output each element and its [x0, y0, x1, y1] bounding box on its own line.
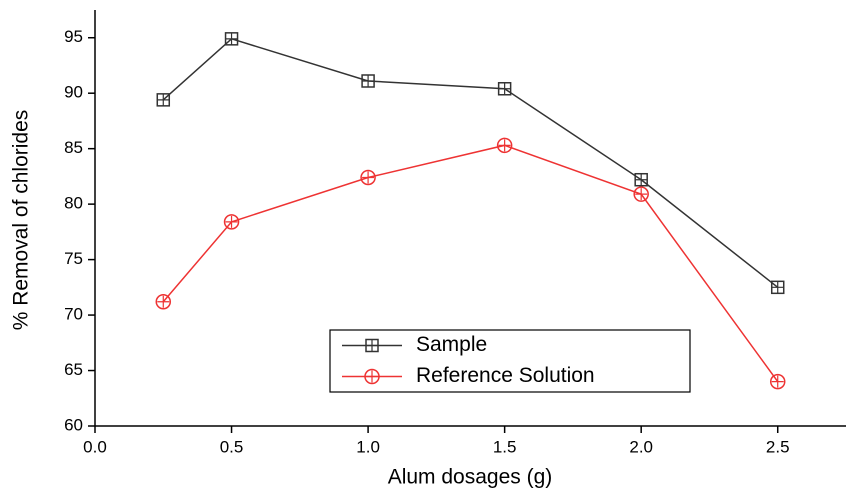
marker-cross [157, 93, 170, 106]
marker-cross [498, 82, 511, 95]
marker [360, 169, 376, 186]
marker [497, 82, 512, 96]
y-tick-label: 70 [64, 305, 83, 324]
marker-cross [635, 173, 648, 186]
marker-cross [157, 295, 170, 308]
y-tick-label: 80 [64, 194, 83, 213]
x-tick-label: 2.0 [629, 437, 653, 456]
marker [633, 186, 649, 202]
legend-label: Sample [416, 333, 487, 356]
x-tick-label: 1.0 [356, 437, 380, 456]
series-line [162, 38, 779, 288]
marker-cross [225, 32, 238, 45]
y-tick-label: 65 [64, 360, 83, 379]
marker-cross [771, 281, 784, 294]
marker-cross [498, 139, 511, 152]
marker [634, 172, 648, 187]
marker-cross [362, 171, 375, 184]
marker [156, 93, 171, 107]
marker-cross [771, 375, 784, 388]
marker [769, 373, 786, 390]
marker [224, 32, 239, 46]
marker-cross [366, 370, 378, 383]
marker [155, 294, 172, 310]
legend-label: Reference Solution [416, 364, 595, 387]
x-tick-label: 1.5 [493, 437, 517, 456]
marker-ring [223, 214, 240, 230]
marker [496, 137, 513, 154]
y-tick-label: 85 [64, 138, 83, 157]
marker-ring [360, 169, 376, 186]
y-tick-label: 60 [64, 415, 83, 434]
marker [365, 338, 379, 353]
x-tick-label: 0.5 [220, 437, 244, 456]
marker-cross [635, 188, 648, 201]
marker-ring [364, 368, 380, 385]
x-tick-label: 0.0 [83, 437, 107, 456]
legend-box [329, 329, 691, 393]
marker [361, 74, 375, 88]
marker-cross [225, 215, 238, 228]
y-axis-label: % Removal of chlorides [10, 110, 33, 331]
x-tick-label: 2.5 [766, 437, 790, 456]
y-tick-label: 75 [64, 249, 83, 268]
series-line [162, 144, 779, 383]
marker-ring [155, 294, 172, 310]
marker-cross [362, 74, 375, 87]
marker-ring [633, 186, 649, 202]
marker-ring [769, 373, 786, 390]
marker-ring [496, 137, 513, 154]
y-tick-label: 95 [64, 27, 83, 46]
marker [770, 280, 785, 295]
marker [223, 214, 240, 230]
marker-cross [366, 339, 378, 352]
x-axis-label: Alum dosages (g) [388, 466, 553, 489]
marker [364, 368, 380, 385]
y-tick-label: 90 [64, 83, 83, 102]
